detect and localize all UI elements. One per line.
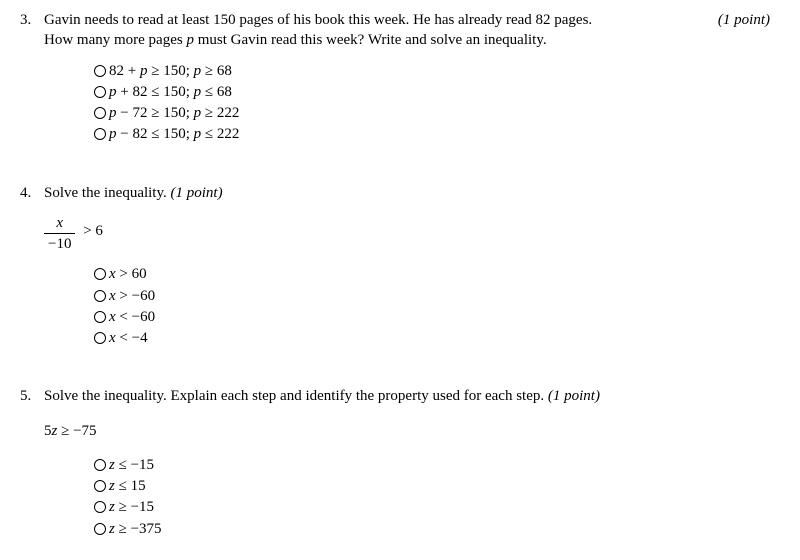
question-number: 3. xyxy=(20,10,44,30)
option-b[interactable]: p + 82 ≤ 150; p ≤ 68 xyxy=(94,82,770,102)
option-label: p − 72 ≥ 150; p ≥ 222 xyxy=(109,103,239,123)
option-label: p − 82 ≤ 150; p ≤ 222 xyxy=(109,124,239,144)
options-group: z ≤ −15 z ≤ 15 z ≥ −15 z ≥ −375 xyxy=(94,455,770,539)
question-text: Solve the inequality. (1 point) xyxy=(44,183,770,203)
fraction-rhs: > 6 xyxy=(79,223,102,239)
formula-text: 5z ≥ −75 xyxy=(44,423,97,439)
radio-icon xyxy=(94,311,106,323)
question-head: 3. Gavin needs to read at least 150 page… xyxy=(20,10,770,51)
question-line: Solve the inequality. Explain each step … xyxy=(44,388,544,404)
option-label: x > 60 xyxy=(109,264,147,284)
question-5: 5. Solve the inequality. Explain each st… xyxy=(20,386,770,539)
radio-icon xyxy=(94,268,106,280)
question-points: (1 point) xyxy=(718,10,770,30)
option-label: z ≤ 15 xyxy=(109,476,146,496)
radio-icon xyxy=(94,523,106,535)
option-d[interactable]: z ≥ −375 xyxy=(94,519,770,539)
radio-icon xyxy=(94,501,106,513)
option-label: z ≤ −15 xyxy=(109,455,154,475)
radio-icon xyxy=(94,480,106,492)
radio-icon xyxy=(94,107,106,119)
option-label: x < −4 xyxy=(109,328,148,348)
option-b[interactable]: x > −60 xyxy=(94,286,770,306)
option-label: p + 82 ≤ 150; p ≤ 68 xyxy=(109,82,232,102)
option-label: x > −60 xyxy=(109,286,155,306)
option-label: 82 + p ≥ 150; p ≥ 68 xyxy=(109,61,232,81)
question-text: Gavin needs to read at least 150 pages o… xyxy=(44,10,770,51)
question-3: 3. Gavin needs to read at least 150 page… xyxy=(20,10,770,145)
radio-icon xyxy=(94,332,106,344)
option-c[interactable]: x < −60 xyxy=(94,307,770,327)
question-line2: How many more pages p must Gavin read th… xyxy=(44,32,547,48)
option-label: x < −60 xyxy=(109,307,155,327)
inequality-expression: x −10 > 6 xyxy=(44,209,770,255)
option-d[interactable]: p − 82 ≤ 150; p ≤ 222 xyxy=(94,124,770,144)
fraction: x −10 xyxy=(44,213,75,255)
option-c[interactable]: p − 72 ≥ 150; p ≥ 222 xyxy=(94,103,770,123)
question-line: Solve the inequality. xyxy=(44,185,167,201)
question-points: (1 point) xyxy=(548,388,600,404)
question-text: Solve the inequality. Explain each step … xyxy=(44,386,770,406)
option-label: z ≥ −375 xyxy=(109,519,162,539)
fraction-numerator: x xyxy=(44,213,75,233)
option-label: z ≥ −15 xyxy=(109,497,154,517)
option-a[interactable]: z ≤ −15 xyxy=(94,455,770,475)
option-b[interactable]: z ≤ 15 xyxy=(94,476,770,496)
options-group: x > 60 x > −60 x < −60 x < −4 xyxy=(94,264,770,348)
option-c[interactable]: z ≥ −15 xyxy=(94,497,770,517)
radio-icon xyxy=(94,86,106,98)
question-head: 4. Solve the inequality. (1 point) xyxy=(20,183,770,203)
radio-icon xyxy=(94,65,106,77)
question-number: 4. xyxy=(20,183,44,203)
question-number: 5. xyxy=(20,386,44,406)
question-4: 4. Solve the inequality. (1 point) x −10… xyxy=(20,183,770,349)
question-head: 5. Solve the inequality. Explain each st… xyxy=(20,386,770,406)
radio-icon xyxy=(94,128,106,140)
option-a[interactable]: 82 + p ≥ 150; p ≥ 68 xyxy=(94,61,770,81)
options-group: 82 + p ≥ 150; p ≥ 68 p + 82 ≤ 150; p ≤ 6… xyxy=(94,61,770,145)
fraction-denominator: −10 xyxy=(44,233,75,254)
question-line1: Gavin needs to read at least 150 pages o… xyxy=(44,12,592,28)
option-a[interactable]: x > 60 xyxy=(94,264,770,284)
question-points: (1 point) xyxy=(171,185,223,201)
radio-icon xyxy=(94,459,106,471)
inequality-expression: 5z ≥ −75 xyxy=(44,421,770,441)
radio-icon xyxy=(94,290,106,302)
option-d[interactable]: x < −4 xyxy=(94,328,770,348)
